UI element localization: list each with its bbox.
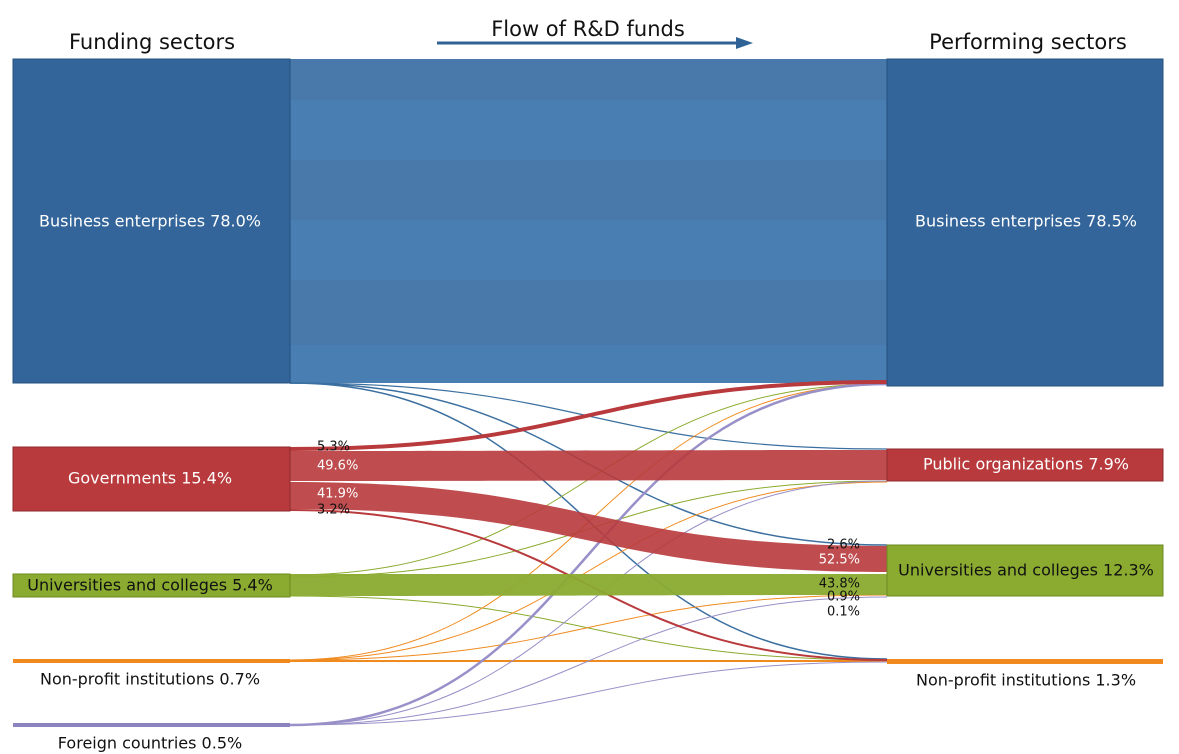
flow: [290, 482, 887, 572]
flow-label: 0.9%: [827, 590, 860, 605]
node-label: Non-profit institutions 0.7%: [40, 670, 260, 689]
left-header: Funding sectors: [69, 30, 235, 54]
flows: [289, 59, 888, 727]
node-label: Non-profit institutions 1.3%: [916, 671, 1136, 690]
node: [12, 58, 291, 384]
node-label: Public organizations 7.9%: [923, 455, 1129, 474]
node: [886, 544, 1164, 597]
flow-label: 5.3%: [317, 440, 350, 455]
flow: [289, 481, 888, 661]
node: [12, 446, 291, 512]
node: [886, 448, 1164, 482]
node-label: Business enterprises 78.0%: [39, 212, 261, 231]
node: [13, 659, 290, 663]
flow: [289, 661, 888, 726]
flow: [290, 345, 887, 383]
node-label: Foreign countries 0.5%: [58, 734, 242, 753]
node-label: Universities and colleges 5.4%: [27, 576, 273, 595]
node: [13, 723, 290, 727]
flow: [289, 594, 888, 661]
flow-label: 3.2%: [317, 503, 350, 518]
flow-label: 52.5%: [819, 553, 860, 568]
node: [887, 659, 1163, 664]
flow-label: 0.1%: [827, 605, 860, 620]
flow: [289, 596, 888, 726]
node: [12, 573, 291, 598]
flow: [290, 220, 887, 280]
flow-label: 49.6%: [317, 459, 358, 474]
flow: [290, 380, 887, 451]
flow: [290, 100, 887, 160]
flow-arrow-head: [736, 37, 753, 49]
flow-label: 41.9%: [317, 487, 358, 502]
node: [886, 58, 1164, 387]
flow: [290, 574, 887, 596]
flow: [289, 382, 888, 727]
flow-label: 43.8%: [819, 577, 860, 592]
node-label: Universities and colleges 12.3%: [898, 561, 1154, 580]
node-label: Business enterprises 78.5%: [915, 212, 1137, 231]
flow: [289, 480, 888, 726]
center-header: Flow of R&D funds: [491, 17, 685, 41]
right-header: Performing sectors: [929, 30, 1127, 54]
flow-label: 2.6%: [827, 538, 860, 553]
node-label: Governments 15.4%: [68, 469, 232, 488]
flow: [290, 450, 887, 481]
